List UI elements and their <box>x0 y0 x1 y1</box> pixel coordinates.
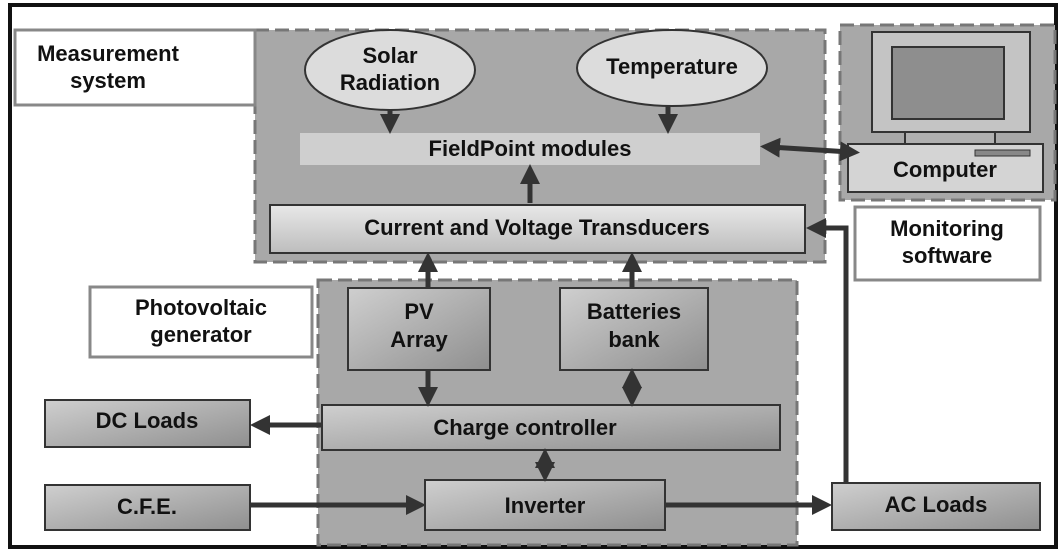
transducers <box>269 204 806 254</box>
sensor <box>576 29 768 107</box>
label-box <box>88 285 314 359</box>
slot <box>974 149 1031 157</box>
label: Batteries <box>587 299 681 324</box>
label-box <box>853 205 1042 282</box>
label: C.F.E. <box>117 494 177 519</box>
pv-array <box>347 287 491 371</box>
label: AC Loads <box>885 492 988 517</box>
label: Photovoltaic <box>135 295 267 320</box>
label: Current and Voltage Transducers <box>364 215 710 240</box>
fieldpoint <box>300 133 760 165</box>
ac-loads <box>831 482 1041 531</box>
label: Measurement <box>37 41 180 66</box>
label: Computer <box>893 157 997 182</box>
label: Monitoring <box>890 216 1004 241</box>
label: generator <box>150 322 252 347</box>
label: software <box>902 243 992 268</box>
label: Solar <box>362 43 417 68</box>
batteries <box>559 287 709 371</box>
label: FieldPoint modules <box>429 136 632 161</box>
stand <box>904 131 996 145</box>
screen <box>891 46 1005 120</box>
label: PV <box>404 299 434 324</box>
label-box <box>13 28 257 107</box>
dc-loads <box>44 399 251 448</box>
label: Array <box>390 327 448 352</box>
label: Radiation <box>340 70 440 95</box>
label: Temperature <box>606 54 738 79</box>
arrow <box>760 137 860 162</box>
label: system <box>70 68 146 93</box>
cfe <box>44 484 251 531</box>
label: bank <box>608 327 660 352</box>
label: DC Loads <box>96 408 199 433</box>
label: Charge controller <box>433 415 617 440</box>
arrow <box>806 218 849 483</box>
label: Inverter <box>505 493 586 518</box>
